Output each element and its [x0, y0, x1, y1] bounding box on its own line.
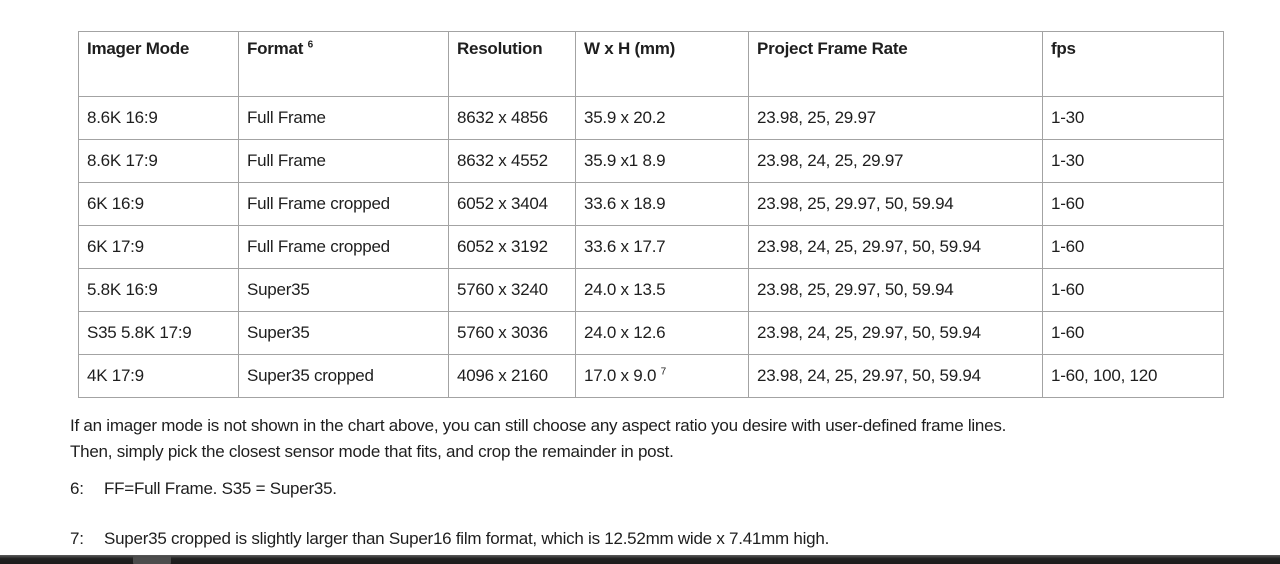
table-row: 6K 17:9 Full Frame cropped 6052 x 3192 33.6…	[78, 225, 1224, 269]
column-header: W x H (mm)	[575, 31, 749, 97]
footnote-ref: 7	[660, 366, 667, 378]
table-cell: Full Frame	[238, 96, 449, 140]
table-cell: 35.9 x 20.2	[575, 96, 749, 140]
horizontal-scrollbar-track[interactable]	[0, 555, 1280, 564]
table-cell: 33.6 x 18.9	[575, 182, 749, 226]
table-cell: 35.9 x1 8.9	[575, 139, 749, 183]
table-cell: 23.98, 24, 25, 29.97	[748, 139, 1043, 183]
column-header: Project Frame Rate	[748, 31, 1043, 97]
table-cell: 23.98, 25, 29.97, 50, 59.94	[748, 182, 1043, 226]
table-cell: 1-60	[1042, 268, 1224, 312]
column-header: Resolution	[448, 31, 576, 97]
table-row: 5.8K 16:9 Super35 5760 x 3240 24.0 x 13.5 23…	[78, 268, 1224, 312]
table-cell: 1-60	[1042, 311, 1224, 355]
table-cell: Full Frame cropped	[238, 182, 449, 226]
table-head: Imager Mode Format 6 Resolution W x H (mm) P…	[78, 31, 1224, 97]
table-cell: 23.98, 25, 29.97, 50, 59.94	[748, 268, 1043, 312]
intro-line-1: If an imager mode is not shown in the ch…	[70, 416, 1007, 435]
table-row: 8.6K 16:9 Full Frame 8632 x 4856 35.9 x 20.…	[78, 96, 1224, 140]
footnote-7: 7: Super35 cropped is slightly larger th…	[70, 529, 829, 549]
table-cell: 4K 17:9	[78, 354, 239, 398]
intro-paragraph: If an imager mode is not shown in the ch…	[70, 413, 1220, 465]
table-cell: 1-60	[1042, 182, 1224, 226]
table-body: 8.6K 16:9 Full Frame 8632 x 4856 35.9 x 20.…	[78, 96, 1224, 398]
column-header: Format 6	[238, 31, 449, 97]
footnote-7-number: 7:	[70, 529, 84, 548]
table-cell: 5760 x 3240	[448, 268, 576, 312]
table-cell: 23.98, 24, 25, 29.97, 50, 59.94	[748, 354, 1043, 398]
table-cell: 24.0 x 12.6	[575, 311, 749, 355]
table-cell: Super35 cropped	[238, 354, 449, 398]
footnote-6-text: FF=Full Frame. S35 = Super35.	[104, 479, 337, 498]
column-header: fps	[1042, 31, 1224, 97]
intro-line-2: Then, simply pick the closest sensor mod…	[70, 442, 674, 461]
table-cell: 1-30	[1042, 139, 1224, 183]
table-cell: 33.6 x 17.7	[575, 225, 749, 269]
footnote-7-text: Super35 cropped is slightly larger than …	[104, 529, 830, 548]
horizontal-scrollbar-thumb[interactable]	[133, 556, 171, 564]
table-cell: 23.98, 24, 25, 29.97, 50, 59.94	[748, 225, 1043, 269]
table-cell: 23.98, 25, 29.97	[748, 96, 1043, 140]
table-row: S35 5.8K 17:9 Super35 5760 x 3036 24.0 x 12…	[78, 311, 1224, 355]
table-cell: 8.6K 17:9	[78, 139, 239, 183]
table-cell: Full Frame cropped	[238, 225, 449, 269]
table-header-row: Imager Mode Format 6 Resolution W x H (mm) P…	[78, 31, 1224, 97]
table-cell: Full Frame	[238, 139, 449, 183]
footnote-ref: 6	[307, 39, 314, 51]
table-cell: 6K 17:9	[78, 225, 239, 269]
table-cell: 5760 x 3036	[448, 311, 576, 355]
footnote-6-number: 6:	[70, 479, 84, 498]
table-cell: 6052 x 3404	[448, 182, 576, 226]
table-cell: 8632 x 4552	[448, 139, 576, 183]
table-cell: 6052 x 3192	[448, 225, 576, 269]
table-cell: 1-60, 100, 120	[1042, 354, 1224, 398]
table-cell: S35 5.8K 17:9	[78, 311, 239, 355]
table-row: 4K 17:9 Super35 cropped 4096 x 2160 17.0 x …	[78, 354, 1224, 398]
table-cell: 23.98, 24, 25, 29.97, 50, 59.94	[748, 311, 1043, 355]
imager-modes-table: Imager Mode Format 6 Resolution W x H (mm) P…	[78, 31, 1224, 398]
column-header: Imager Mode	[78, 31, 239, 97]
footnote-6: 6: FF=Full Frame. S35 = Super35.	[70, 479, 337, 499]
table-cell: 1-60	[1042, 225, 1224, 269]
table-cell: 1-30	[1042, 96, 1224, 140]
table-cell: 24.0 x 13.5	[575, 268, 749, 312]
table-cell: Super35	[238, 268, 449, 312]
table-cell: Super35	[238, 311, 449, 355]
table-cell: 5.8K 16:9	[78, 268, 239, 312]
table-row: 8.6K 17:9 Full Frame 8632 x 4552 35.9 x1 8.…	[78, 139, 1224, 183]
table-cell: 6K 16:9	[78, 182, 239, 226]
table-row: 6K 16:9 Full Frame cropped 6052 x 3404 33.6…	[78, 182, 1224, 226]
table-cell: 4096 x 2160	[448, 354, 576, 398]
table-cell: 17.0 x 9.0 7	[575, 354, 749, 398]
table-cell: 8632 x 4856	[448, 96, 576, 140]
table-cell: 8.6K 16:9	[78, 96, 239, 140]
